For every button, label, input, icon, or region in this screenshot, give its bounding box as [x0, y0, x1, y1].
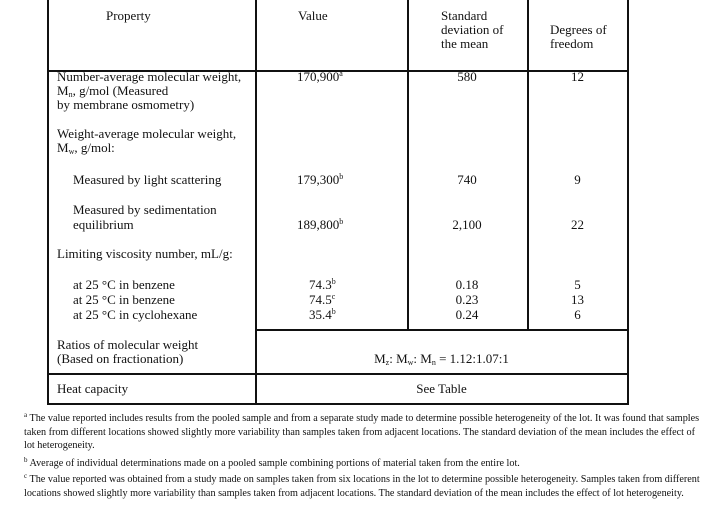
- header-dof-line: freedom: [550, 36, 594, 51]
- footnote-mark: c: [24, 472, 28, 480]
- column-divider: [255, 0, 257, 404]
- row-label: Weight-average molecular weight,: [57, 126, 237, 141]
- row-label: at 25 °C in benzene: [73, 292, 175, 307]
- row-label: by membrane osmometry): [57, 97, 195, 112]
- row-dof: 6: [574, 307, 581, 322]
- table-bottom-border: [47, 403, 629, 405]
- header-std-dev-line: the mean: [441, 36, 489, 51]
- row-std: 0.23: [455, 292, 479, 307]
- value-part: : M: [389, 351, 408, 366]
- heat-rule: [47, 373, 629, 375]
- label-part: M: [57, 83, 69, 98]
- row-value: 179,300b: [297, 172, 344, 188]
- row-value: 74.5c: [309, 292, 336, 308]
- footnote-b: b Average of individual determinations m…: [24, 457, 704, 471]
- ratio-rule: [255, 329, 629, 331]
- footnote-ref: b: [331, 277, 336, 286]
- table-left-border: [47, 0, 49, 404]
- row-value: See Table: [416, 381, 467, 396]
- header-std-dev-line: Standard: [441, 8, 488, 23]
- footnote-ref: a: [339, 69, 343, 78]
- row-label: Mw, g/mol:: [57, 140, 115, 156]
- footnote-ref: b: [339, 217, 344, 226]
- value-number: 35.4: [309, 307, 332, 322]
- row-label: Mn, g/mol (Measured: [57, 83, 169, 99]
- row-label: Number-average molecular weight,: [57, 69, 242, 84]
- column-divider: [527, 0, 529, 330]
- label-part: M: [57, 140, 69, 155]
- row-std: 2,100: [452, 217, 482, 232]
- row-value: 170,900a: [297, 69, 343, 85]
- row-std: 0.18: [455, 277, 479, 292]
- row-dof: 12: [571, 69, 584, 84]
- header-rule: [47, 70, 629, 72]
- footnote-ref: b: [331, 307, 336, 316]
- footnote-ref: b: [339, 172, 344, 181]
- footnote-text: The value reported includes results from…: [24, 413, 700, 451]
- row-value: 189,800b: [297, 217, 344, 233]
- subscript: n: [431, 358, 436, 367]
- value-number: 74.3: [309, 277, 332, 292]
- row-dof: 22: [571, 217, 584, 232]
- row-std: 580: [457, 69, 477, 84]
- header-property: Property: [106, 8, 151, 23]
- row-label: Ratios of molecular weight: [57, 337, 199, 352]
- subscript: z: [385, 358, 390, 367]
- value-part: : M: [413, 351, 432, 366]
- column-divider: [407, 0, 409, 330]
- row-std: 740: [457, 172, 477, 187]
- row-label: equilibrium: [73, 217, 134, 232]
- value-number: 189,800: [297, 217, 340, 232]
- footnote-ref: c: [331, 292, 336, 301]
- subscript: n: [68, 90, 73, 99]
- table-right-border: [627, 0, 629, 404]
- header-std-dev-line: deviation of: [441, 22, 504, 37]
- label-part: , g/mol:: [74, 140, 115, 155]
- row-label: Measured by light scattering: [73, 172, 222, 187]
- row-dof: 9: [574, 172, 581, 187]
- label-part: , g/mol (Measured: [72, 83, 169, 98]
- header-value: Value: [298, 8, 328, 23]
- footnote-a: a The value reported includes results fr…: [24, 412, 704, 453]
- row-dof: 13: [571, 292, 584, 307]
- row-label: (Based on fractionation): [57, 351, 184, 366]
- value-part: = 1.12:1.07:1: [435, 351, 509, 366]
- row-dof: 5: [574, 277, 581, 292]
- header-dof-line: Degrees of: [550, 22, 607, 37]
- row-label: at 25 °C in cyclohexane: [73, 307, 198, 322]
- value-number: 74.5: [309, 292, 332, 307]
- footnote-text: Average of individual determinations mad…: [29, 458, 520, 469]
- row-value: 35.4b: [309, 307, 336, 323]
- value-number: 179,300: [297, 172, 340, 187]
- row-label: at 25 °C in benzene: [73, 277, 175, 292]
- subscript: w: [407, 358, 414, 367]
- row-label: Heat capacity: [57, 381, 129, 396]
- footnote-text: The value reported was obtained from a s…: [24, 474, 700, 499]
- row-value: 74.3b: [309, 277, 336, 293]
- table-row-viscosity-heading: Limiting viscosity number, mL/g:: [57, 246, 233, 261]
- subscript: w: [68, 147, 75, 156]
- row-value: Mz: Mw: Mn = 1.12:1.07:1: [256, 351, 627, 367]
- footnote-mark: a: [24, 411, 28, 419]
- footnote-mark: b: [24, 456, 28, 464]
- value-number: 170,900: [297, 69, 340, 84]
- row-label: Measured by sedimentation: [73, 202, 217, 217]
- row-std: 0.24: [455, 307, 479, 322]
- footnote-c: c The value reported was obtained from a…: [24, 473, 704, 500]
- value-part: M: [374, 351, 386, 366]
